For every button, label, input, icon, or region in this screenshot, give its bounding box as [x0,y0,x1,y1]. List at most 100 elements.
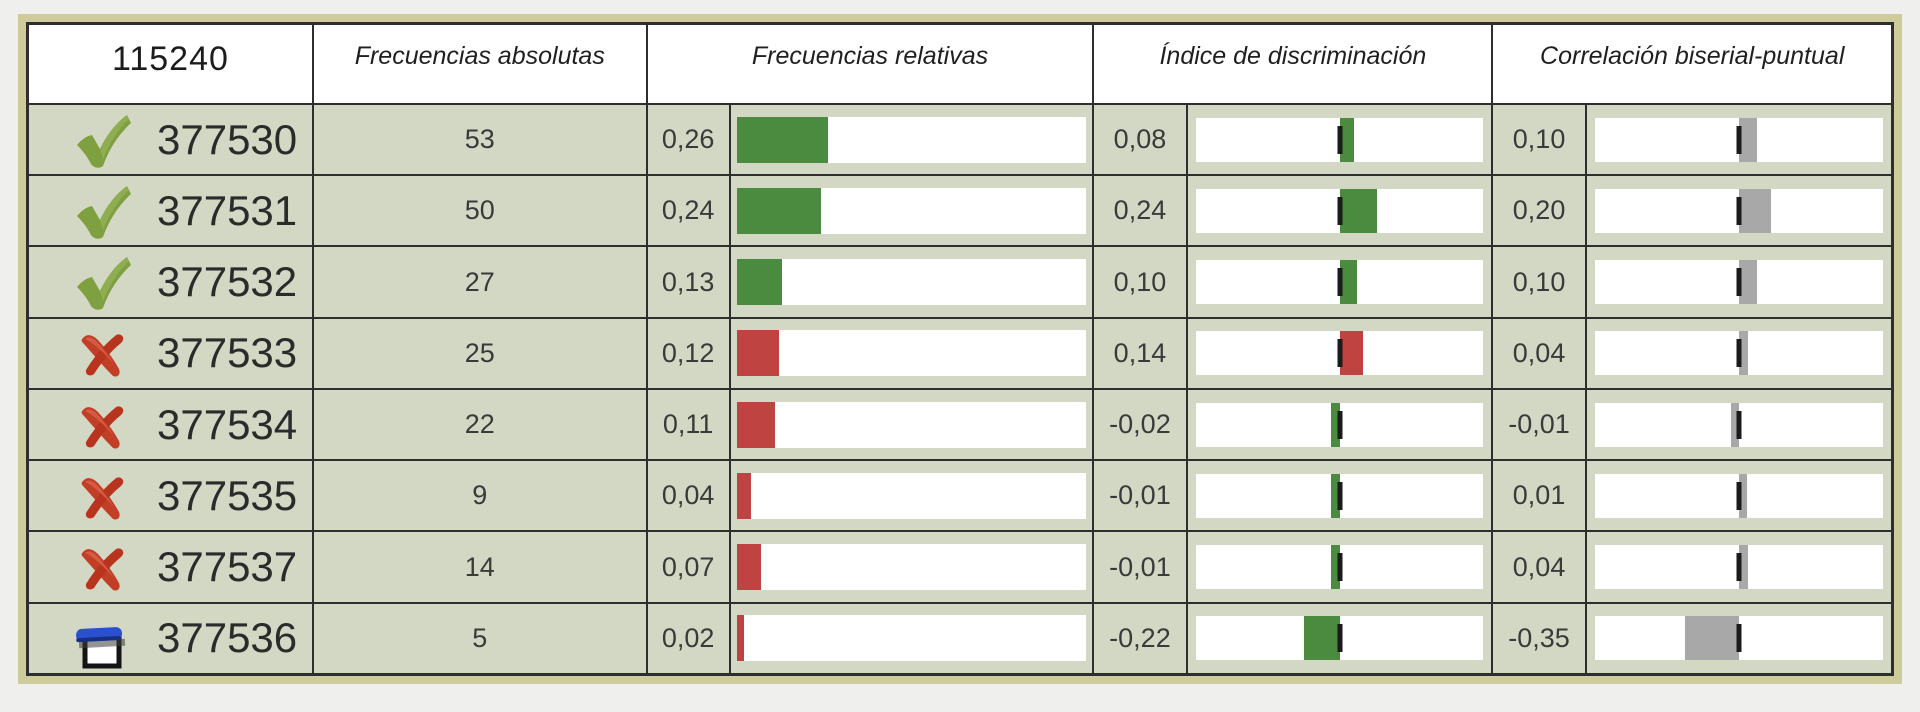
correlation-fill [1738,473,1747,518]
relative-frequency-bar-cell [728,245,1095,319]
discrimination-bar-cell [1185,316,1494,390]
check-icon [77,185,131,239]
relative-frequency-value: 0,13 [645,245,731,319]
relative-frequency-bar [736,544,1087,591]
discrimination-value: -0,02 [1092,387,1188,462]
correlation-bar-cell [1584,530,1894,604]
relative-frequency-bar [736,259,1087,306]
answer-id: 377534 [157,400,298,448]
correlation-fill [1730,402,1739,447]
discrimination-bar [1195,188,1484,233]
blank-answer-icon [76,627,126,669]
correlation-bar [1594,473,1883,518]
correlation-bar-cell [1584,601,1894,676]
check-icon [77,114,131,168]
relative-frequency-value: 0,07 [645,530,731,604]
discrimination-value: -0,22 [1092,601,1188,676]
relative-frequency-bar-cell [728,316,1095,390]
discrimination-fill [1339,260,1358,305]
answer-status-icon [73,181,135,241]
zero-marker [1337,196,1342,225]
answer-status-icon [73,537,135,597]
correlation-bar [1594,616,1883,661]
zero-marker [1337,339,1342,368]
answer-row: 377533 25 0,12 0,14 0,04 [26,316,1894,390]
relative-frequency-bar [736,330,1087,377]
absolute-frequency-value: 50 [311,174,648,248]
relative-frequency-bar [736,187,1087,234]
correlation-value: 0,10 [1491,245,1587,319]
relative-frequency-fill [736,401,776,448]
relative-frequency-bar [736,116,1087,163]
absolute-frequency-value: 53 [311,102,648,177]
correlation-value: -0,01 [1491,387,1587,462]
discrimination-bar [1195,616,1484,661]
answer-id-cell: 377534 [26,387,314,462]
zero-marker [1736,339,1742,368]
answer-status-icon [73,466,135,526]
absolute-frequency-value: 27 [311,245,648,319]
header-row: 115240 Frecuencias absolutas Frecuencias… [26,22,1894,105]
correlation-value: 0,01 [1491,459,1587,533]
correlation-bar-cell [1584,102,1894,177]
discrimination-fill [1339,117,1355,162]
relative-frequency-bar-cell [728,601,1095,676]
discrimination-bar-cell [1185,459,1494,533]
answer-status-icon [73,252,135,312]
zero-marker [1736,125,1742,154]
relative-frequency-fill [736,116,828,163]
answer-status-icon [73,110,135,170]
relative-frequency-fill [736,472,751,519]
zero-marker [1736,410,1742,439]
correlation-bar-cell [1584,174,1894,248]
answer-row: 377534 22 0,11 -0,02 -0,01 [26,387,1894,462]
correlation-bar-cell [1584,459,1894,533]
discrimination-bar-cell [1185,174,1494,248]
discrimination-fill [1331,402,1340,447]
correlation-bar-cell [1584,245,1894,319]
relative-frequency-fill [736,544,762,591]
zero-marker [1337,481,1342,510]
zero-marker [1736,553,1742,582]
answer-id: 377535 [157,471,298,519]
discrimination-bar [1195,260,1484,305]
discrimination-bar-cell [1185,245,1494,319]
absolute-frequency-value: 22 [311,387,648,462]
discrimination-fill [1304,616,1340,661]
discrimination-bar-cell [1185,601,1494,676]
correlation-value: 0,20 [1491,174,1587,248]
correlation-bar [1594,545,1883,590]
correlation-value: -0,35 [1491,601,1587,676]
discrimination-bar [1195,402,1484,447]
zero-marker [1337,624,1342,653]
zero-marker [1337,410,1342,439]
correlation-bar [1594,331,1883,376]
zero-marker [1337,553,1342,582]
answer-status-icon [73,608,135,669]
discrimination-fill [1331,545,1340,590]
answer-id-cell: 377537 [26,530,314,604]
answer-row: 377535 9 0,04 -0,01 0,01 [26,459,1894,533]
relative-frequency-value: 0,12 [645,316,731,390]
item-analysis-frame: 115240 Frecuencias absolutas Frecuencias… [18,14,1902,684]
cross-icon [81,334,124,377]
answer-id-cell: 377530 [26,102,314,177]
discrimination-bar-cell [1185,387,1494,462]
zero-marker [1736,196,1742,225]
relative-frequency-value: 0,11 [645,387,731,462]
relative-frequency-value: 0,02 [645,601,731,676]
absolute-frequency-value: 14 [311,530,648,604]
cross-icon [81,548,124,591]
correlation-value: 0,10 [1491,102,1587,177]
correlation-fill [1738,188,1772,233]
header-relative-frequencies: Frecuencias relativas [645,22,1095,105]
relative-frequency-fill [736,187,821,234]
relative-frequency-bar-cell [728,174,1095,248]
correlation-bar [1594,402,1883,447]
relative-frequency-value: 0,04 [645,459,731,533]
discrimination-value: 0,24 [1092,174,1188,248]
cross-icon [81,405,124,449]
discrimination-value: -0,01 [1092,459,1188,533]
absolute-frequency-value: 25 [311,316,648,390]
discrimination-bar-cell [1185,530,1494,604]
